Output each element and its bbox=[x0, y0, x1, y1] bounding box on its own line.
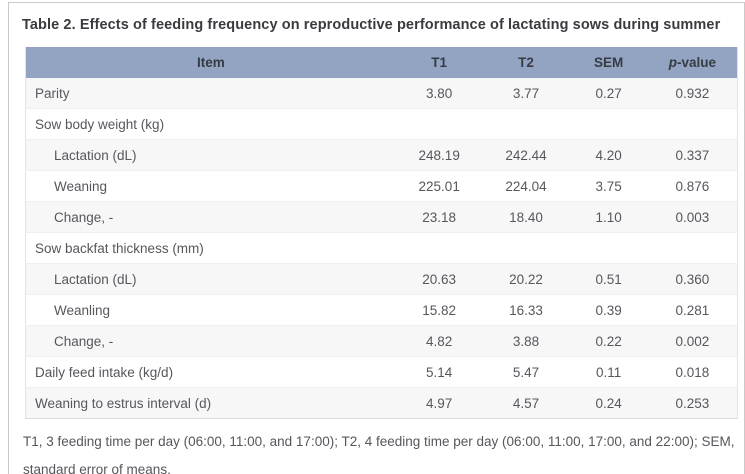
table-panel: Table 2. Effects of feeding frequency on… bbox=[8, 2, 745, 474]
cell-pvalue: 0.876 bbox=[647, 170, 738, 202]
row-label: Sow body weight (kg) bbox=[25, 108, 396, 140]
cell-pvalue: 0.002 bbox=[647, 325, 738, 357]
cell-t1: 5.14 bbox=[395, 356, 483, 388]
row-label: Parity bbox=[25, 78, 396, 109]
results-table: Item T1 T2 SEM p-value Parity 3.80 3.77 0.2… bbox=[25, 47, 738, 419]
cell-t2: 3.77 bbox=[482, 78, 570, 109]
cell-pvalue: 0.360 bbox=[647, 263, 738, 295]
cell-t2 bbox=[482, 232, 570, 264]
cell-t1 bbox=[395, 108, 483, 140]
cell-t1: 248.19 bbox=[395, 139, 483, 171]
cell-sem: 4.20 bbox=[569, 139, 648, 171]
table-row: Lactation (dL) 248.19 242.44 4.20 0.337 bbox=[25, 139, 738, 171]
cell-pvalue: 0.003 bbox=[647, 201, 738, 233]
cell-sem: 0.39 bbox=[569, 294, 648, 326]
row-label: Lactation (dL) bbox=[25, 139, 396, 171]
cell-t1: 23.18 bbox=[395, 201, 483, 233]
cell-pvalue: 0.253 bbox=[675, 395, 710, 411]
table-row: Parity 3.80 3.77 0.27 0.932 bbox=[25, 78, 738, 109]
cell-t2: 4.57 bbox=[512, 395, 540, 411]
table-body: Parity 3.80 3.77 0.27 0.932 Sow body weight (… bbox=[25, 78, 738, 419]
cell-t2: 242.44 bbox=[482, 139, 570, 171]
cell-t2: 3.88 bbox=[482, 325, 570, 357]
cell-t2: 224.04 bbox=[482, 170, 570, 202]
table-row: Weanling 15.82 16.33 0.39 0.281 bbox=[25, 294, 738, 326]
row-label: Change, - bbox=[25, 201, 396, 233]
table-row: Change, -23.18 18.40 1.10 0.003 bbox=[25, 201, 738, 233]
col-header-item: Item bbox=[25, 47, 396, 78]
table-header: Item T1 T2 SEM p-value bbox=[25, 47, 738, 78]
cell-sem: 3.75 bbox=[569, 170, 648, 202]
cell-pvalue bbox=[647, 108, 738, 140]
table-row: Weaning to estrus interval (d) 4.97 4.57 0.… bbox=[25, 387, 738, 419]
table-row: Sow backfat thickness (mm) bbox=[25, 232, 738, 264]
cell-t1: 15.82 bbox=[395, 294, 483, 326]
cell-pvalue: 0.018 bbox=[647, 356, 738, 388]
table-row: Change, -4.82 3.88 0.22 0.002 bbox=[25, 325, 738, 357]
cell-t2: 20.22 bbox=[482, 263, 570, 295]
table-row: Weaning 225.01 224.04 3.75 0.876 bbox=[25, 170, 738, 202]
row-label: Weanling bbox=[25, 294, 396, 326]
cell-t1: 4.97 bbox=[426, 395, 453, 411]
col-header-t2: T2 bbox=[482, 47, 570, 78]
row-label: Sow backfat thickness (mm) bbox=[25, 232, 396, 264]
cell-t2: 18.40 bbox=[482, 201, 570, 233]
table-row: Lactation (dL) 20.63 20.22 0.51 0.360 bbox=[25, 263, 738, 295]
cell-pvalue: 0.932 bbox=[647, 78, 738, 109]
table-footnote: T1, 3 feeding time per day (06:00, 11:00… bbox=[23, 434, 735, 474]
cell-t1 bbox=[395, 232, 483, 264]
cell-t1: 225.01 bbox=[395, 170, 483, 202]
cell-t1: 3.80 bbox=[395, 78, 483, 109]
cell-sem: 0.24 bbox=[595, 395, 622, 411]
cell-sem: 0.51 bbox=[569, 263, 648, 295]
cell-t1: 4.82 bbox=[395, 325, 483, 357]
table-row: Sow body weight (kg) bbox=[25, 108, 738, 140]
cell-pvalue bbox=[647, 232, 738, 264]
col-header-sem: SEM bbox=[569, 47, 648, 78]
cell-sem bbox=[569, 108, 648, 140]
table-caption: Table 2. Effects of feeding frequency on… bbox=[22, 17, 721, 33]
row-label: Weaning to estrus interval (d) bbox=[35, 395, 212, 411]
table-row: Daily feed intake (kg/d) 5.14 5.47 0.11 0.01… bbox=[25, 356, 738, 388]
cell-sem: 0.22 bbox=[569, 325, 648, 357]
cell-t1: 20.63 bbox=[395, 263, 483, 295]
cell-sem: 1.10 bbox=[569, 201, 648, 233]
col-header-pvalue: p-value bbox=[647, 47, 738, 78]
pvalue-rest: -value bbox=[677, 55, 717, 70]
cell-sem: 0.27 bbox=[569, 78, 648, 109]
header-row: Item T1 T2 SEM p-value bbox=[25, 47, 738, 78]
pvalue-italic-p: p bbox=[668, 55, 677, 70]
row-label: Weaning bbox=[25, 170, 396, 202]
cell-sem: 0.11 bbox=[569, 356, 648, 388]
row-label: Lactation (dL) bbox=[25, 263, 396, 295]
col-header-t1: T1 bbox=[395, 47, 483, 78]
cell-pvalue: 0.281 bbox=[647, 294, 738, 326]
cell-sem bbox=[569, 232, 648, 264]
cell-t2: 16.33 bbox=[482, 294, 570, 326]
cell-t2 bbox=[482, 108, 570, 140]
row-label: Change, - bbox=[25, 325, 396, 357]
cell-t2: 5.47 bbox=[482, 356, 570, 388]
row-label: Daily feed intake (kg/d) bbox=[25, 356, 396, 388]
cell-pvalue: 0.337 bbox=[647, 139, 738, 171]
